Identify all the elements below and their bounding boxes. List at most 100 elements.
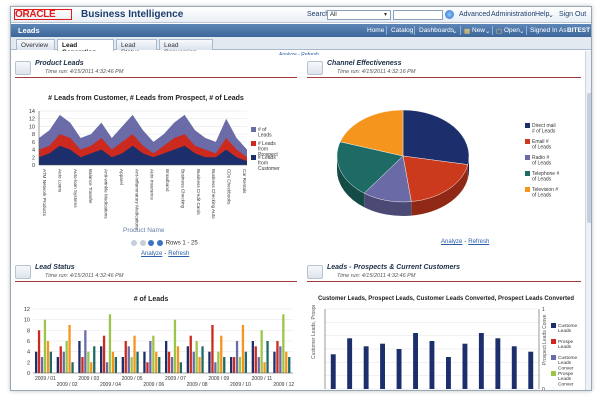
administration-link[interactable]: Administration bbox=[491, 11, 536, 18]
legend-label: # Leads bbox=[258, 155, 276, 161]
pagination: Rows 1 - 25 bbox=[131, 240, 198, 247]
y-tick-label: 2 bbox=[27, 360, 30, 366]
legend-swatch bbox=[551, 355, 556, 360]
bar bbox=[78, 341, 81, 373]
refresh-link[interactable]: Refresh bbox=[168, 251, 190, 257]
bar bbox=[146, 362, 149, 373]
search-scope-select[interactable]: All bbox=[327, 10, 391, 20]
legend-label: Custome bbox=[558, 323, 578, 329]
pie-slice-side-2 bbox=[364, 193, 412, 216]
bar bbox=[100, 346, 103, 373]
nav-divider bbox=[492, 26, 493, 35]
x-tick-label: 2009 / 08 bbox=[187, 382, 208, 388]
tab-lead-generation[interactable]: Lead Generation bbox=[57, 39, 114, 56]
channel-effectiveness-panel: Channel Effectiveness Time run: 4/15/201… bbox=[303, 55, 585, 261]
new-icon: ▦ bbox=[464, 28, 471, 35]
panel-divider bbox=[15, 77, 297, 78]
home-link[interactable]: Home bbox=[367, 27, 385, 34]
bar bbox=[429, 341, 435, 389]
search-go-icon[interactable] bbox=[445, 10, 454, 19]
help-chevron-icon[interactable]: ⌄ bbox=[548, 12, 554, 19]
legend-label: Conver bbox=[558, 365, 574, 371]
legend-label: Custome bbox=[558, 355, 578, 361]
y2-tick-label: 1 bbox=[542, 307, 545, 313]
x-tick-label: 2009 / 09 bbox=[208, 376, 229, 382]
bar bbox=[462, 343, 468, 389]
x-tick-label: 2009 / 07 bbox=[165, 376, 186, 382]
bar bbox=[170, 357, 174, 373]
advanced-link[interactable]: Advanced bbox=[459, 11, 491, 18]
x-tick-label: 2009 / 03 bbox=[78, 376, 99, 382]
legend-label: Prospe bbox=[558, 371, 574, 377]
browser-frame: ORACLE Business Intelligence Search All … bbox=[10, 6, 592, 391]
bar bbox=[288, 357, 291, 373]
x-tick-label: 2009 / 04 bbox=[100, 382, 121, 388]
legend-label: Leads bbox=[558, 344, 572, 350]
analyze-link[interactable]: Analyze bbox=[441, 239, 463, 245]
next-page-icon[interactable] bbox=[148, 240, 155, 246]
bar bbox=[347, 338, 353, 389]
bar bbox=[152, 335, 155, 373]
rows-label: Rows 1 - 25 bbox=[165, 240, 198, 247]
bar bbox=[90, 362, 93, 373]
panel-title: Channel Effectiveness bbox=[327, 60, 402, 67]
legend-label: of Leads bbox=[532, 177, 552, 183]
legend-label: Conver bbox=[558, 381, 574, 387]
chevron-down-icon[interactable]: ⌄ bbox=[485, 28, 491, 35]
prev-page-icon[interactable] bbox=[139, 240, 146, 246]
legend-label: Customer bbox=[258, 166, 280, 172]
chevron-down-icon[interactable]: ▾ bbox=[384, 12, 388, 18]
folder-icon: ▢ bbox=[496, 28, 503, 35]
x-tick-label: Business Checking bbox=[180, 169, 185, 209]
chevron-down-icon[interactable]: ⌄ bbox=[519, 28, 525, 35]
bar bbox=[189, 335, 192, 373]
bar bbox=[251, 341, 254, 373]
bar bbox=[71, 362, 74, 373]
bar bbox=[220, 335, 223, 373]
logo-border bbox=[14, 9, 72, 20]
dashboard-title: Leads bbox=[18, 26, 40, 35]
global-header: ORACLE Business Intelligence Search All … bbox=[11, 7, 591, 23]
y-tick-label: 4 bbox=[32, 148, 35, 154]
chevron-down-icon[interactable]: ⌄ bbox=[452, 28, 458, 35]
x-tick-label: Apparel bbox=[119, 169, 124, 185]
user-menu[interactable]: BITEST bbox=[567, 27, 591, 34]
legend-swatch bbox=[551, 323, 556, 328]
legend-swatch bbox=[551, 371, 556, 376]
vertical-scrollbar[interactable] bbox=[585, 51, 591, 390]
first-page-icon[interactable] bbox=[131, 240, 137, 246]
dashboards-menu[interactable]: Dashboards bbox=[419, 27, 455, 34]
tab-overview[interactable]: Overview bbox=[16, 39, 55, 50]
separator: - bbox=[464, 239, 467, 245]
help-menu[interactable]: Help bbox=[535, 11, 550, 18]
y-tick-label: 2 bbox=[32, 155, 35, 161]
catalog-link[interactable]: Catalog bbox=[391, 27, 414, 34]
open-menu[interactable]: Open bbox=[504, 27, 520, 34]
x-tick-label: Ant-Inflammatory Medications bbox=[134, 169, 139, 230]
x-tick-label: 2009 / 01 bbox=[35, 376, 56, 382]
search-input[interactable] bbox=[393, 10, 443, 20]
nav-divider bbox=[386, 26, 387, 35]
bar bbox=[192, 351, 195, 373]
bar bbox=[198, 357, 201, 373]
x-tick-label: ATM Network Products bbox=[42, 169, 47, 217]
legend-swatch bbox=[251, 127, 256, 132]
bar bbox=[102, 335, 106, 373]
legend-swatch bbox=[525, 187, 530, 192]
tab-lead-conversion[interactable]: Lead Conversion bbox=[159, 39, 213, 56]
refresh-link[interactable]: Refresh bbox=[468, 239, 490, 245]
analyze-link[interactable]: Analyze bbox=[141, 251, 163, 257]
new-menu[interactable]: New bbox=[472, 27, 486, 34]
tab-lead-status[interactable]: Lead Status bbox=[116, 39, 157, 56]
bar bbox=[276, 341, 279, 373]
panel-title: Product Leads bbox=[35, 60, 84, 67]
scrollbar-thumb[interactable] bbox=[587, 93, 591, 223]
pie-slice-3 bbox=[336, 141, 404, 194]
y-tick-label: 4 bbox=[27, 350, 30, 356]
bar bbox=[179, 362, 182, 373]
product-leads-panel: Product Leads Time run: 4/15/2011 4:32:4… bbox=[11, 55, 301, 261]
last-page-icon[interactable] bbox=[157, 240, 164, 246]
sign-out-link[interactable]: Sign Out bbox=[559, 11, 587, 18]
legend-swatch bbox=[251, 141, 256, 146]
